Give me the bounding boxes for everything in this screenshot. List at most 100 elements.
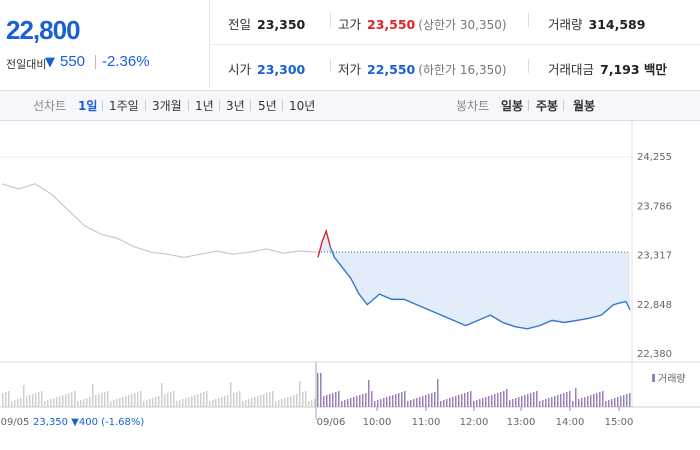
volume-bar [440, 401, 442, 407]
volume-bar [107, 391, 109, 407]
tab-10years[interactable]: 10년 [289, 99, 316, 113]
volume-bar [248, 399, 250, 407]
volume-bar [74, 391, 76, 407]
volume-bar [230, 382, 232, 407]
volume-bar [83, 399, 85, 407]
volume-bar [581, 398, 583, 407]
x-tick-label: 10:00 [363, 417, 392, 428]
volume-bar [410, 400, 412, 407]
volume-bar [392, 395, 394, 407]
volume-bar [503, 391, 505, 407]
volume-bar [329, 394, 331, 407]
volume-bar [218, 398, 220, 407]
price-summary: 22,800 전일대비 ▼ 550 -2.36% [0, 0, 210, 89]
diff-percent: -2.36% [102, 53, 150, 70]
volume-bar [227, 395, 229, 407]
volume-bar [572, 401, 574, 407]
volume-bar [110, 401, 112, 407]
volume-bar [152, 398, 154, 407]
tab-3years[interactable]: 3년 [226, 99, 245, 113]
volume-bar [203, 392, 205, 407]
volume-bar [323, 396, 325, 407]
stat-upper-limit: (상한가 30,350) [418, 18, 507, 32]
volume-bar [332, 393, 334, 407]
tab-1day[interactable]: 1일 [78, 99, 98, 113]
volume-bar [167, 393, 169, 407]
volume-bar [35, 393, 37, 407]
x-tick-label: 12:00 [460, 417, 489, 428]
volume-bar [479, 399, 481, 407]
volume-bar [608, 400, 610, 407]
volume-bar [368, 380, 370, 407]
volume-bar [482, 398, 484, 407]
volume-bar [125, 396, 127, 407]
volume-bar [395, 394, 397, 407]
volume-bar [281, 399, 283, 407]
volume-bar [422, 396, 424, 407]
volume-bar [437, 379, 439, 407]
volume-legend-swatch [652, 374, 655, 382]
volume-bar [575, 388, 577, 407]
stat-high: 고가 23,550 (상한가 30,350) [338, 14, 507, 33]
volume-bar [191, 396, 193, 407]
volume-bar [623, 395, 625, 407]
volume-bar [269, 392, 271, 407]
tab-weekly-candle[interactable]: 주봉 [536, 99, 559, 113]
tab-3months[interactable]: 3개월 [152, 99, 182, 113]
volume-bar [539, 401, 541, 407]
volume-bar [89, 397, 91, 407]
tab-divider [219, 100, 220, 111]
stat-open: 시가 23,300 [228, 59, 305, 78]
volume-bar [617, 397, 619, 407]
volume-bar [443, 400, 445, 407]
stat-lower-limit: (하한가 16,350) [418, 63, 507, 77]
volume-bar [293, 395, 295, 407]
volume-bar [326, 395, 328, 407]
volume-bar [578, 399, 580, 407]
volume-bar [431, 393, 433, 407]
tab-1year[interactable]: 1년 [195, 99, 214, 113]
tab-monthly-candle[interactable]: 월봉 [573, 99, 596, 113]
tab-daily-candle[interactable]: 일봉 [501, 99, 524, 113]
volume-bar [530, 393, 532, 407]
volume-bar [380, 399, 382, 407]
volume-bar [506, 389, 508, 407]
volume-bar [170, 392, 172, 407]
volume-bar [155, 397, 157, 407]
prev-day-line [1, 183, 317, 258]
volume-bar [602, 391, 604, 407]
volume-bar [113, 400, 115, 407]
volume-bar [386, 397, 388, 407]
volume-bar [272, 391, 274, 407]
volume-bar [533, 392, 535, 407]
volume-bar [584, 397, 586, 407]
volume-bar [20, 398, 22, 407]
volume-bar [71, 392, 73, 407]
volume-bar [518, 397, 520, 407]
volume-bar [542, 400, 544, 407]
volume-bar [566, 392, 568, 407]
volume-bar [194, 395, 196, 407]
volume-bar [407, 401, 409, 407]
volume-bar [200, 393, 202, 407]
volume-bar [59, 396, 61, 407]
current-price: 22,800 [6, 15, 81, 45]
volume-bar [371, 391, 373, 407]
volume-bar [416, 398, 418, 407]
tab-1week[interactable]: 1주일 [109, 99, 139, 113]
volume-bar [587, 396, 589, 407]
stat-low-label: 저가 [338, 62, 362, 77]
tab-5years[interactable]: 5년 [258, 99, 277, 113]
volume-bar [86, 398, 88, 407]
volume-bar [554, 396, 556, 407]
volume-bar [557, 395, 559, 407]
stat-open-label: 시가 [228, 62, 252, 77]
volume-bar [536, 391, 538, 407]
volume-bar [494, 394, 496, 407]
volume-bar [593, 394, 595, 407]
volume-bar [221, 397, 223, 407]
volume-bar [347, 399, 349, 407]
x-tick-label: 15:00 [605, 417, 634, 428]
volume-bar [29, 395, 31, 407]
volume-bar [299, 381, 301, 407]
